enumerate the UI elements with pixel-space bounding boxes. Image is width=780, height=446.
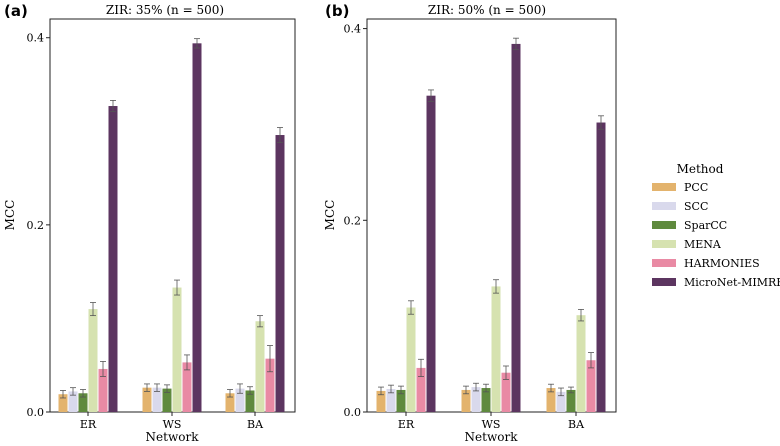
bar-harmonies-er [98, 368, 108, 412]
panel-b-ylabel: MCC [323, 200, 337, 231]
bar-pcc-er [58, 394, 68, 412]
bar-harmonies-ba [586, 360, 596, 412]
bar-pcc-ws [142, 387, 152, 412]
bar-pcc-ba [546, 388, 556, 412]
xtick-label-ws: WS [163, 418, 182, 431]
bar-pcc-ws [461, 389, 471, 412]
bar-scc-ws [152, 387, 162, 412]
bar-micronet-mimrf-ba [596, 122, 606, 413]
bar-sparcc-er [396, 389, 406, 412]
legend-label-sparcc: SparCC [684, 219, 727, 232]
bar-pcc-er [376, 390, 386, 412]
bar-sparcc-ws [481, 388, 491, 412]
ytick-label: 0.0 [344, 406, 362, 419]
bar-micronet-mimrf-ba [275, 135, 285, 412]
bar-scc-ba [556, 391, 566, 412]
panel-a-yaxis: 0.0 0.2 0.4 [27, 32, 50, 419]
bar-harmonies-ws [182, 362, 192, 412]
panel-b-title: ZIR: 50% (n = 500) [428, 3, 546, 17]
panel-a-xaxis: ER WS BA [80, 412, 264, 431]
bar-harmonies-ba [265, 358, 275, 412]
bar-sparcc-ws [162, 388, 172, 412]
legend-items: PCC SCC SparCC MENA HARMONIES MicroNet-MIMRF [652, 181, 780, 289]
ytick-label: 0.0 [27, 406, 45, 419]
legend-swatch-pcc [652, 183, 676, 191]
bar-mena-ba [576, 315, 586, 412]
legend-swatch-sparcc [652, 221, 676, 229]
xtick-label-er: ER [80, 418, 97, 431]
bar-micronet-mimrf-er [108, 106, 118, 413]
bar-sparcc-er [78, 393, 88, 412]
legend-swatch-micronet-mimrf [652, 278, 676, 286]
bar-harmonies-er [416, 367, 426, 412]
legend-label-micronet-mimrf: MicroNet-MIMRF [684, 276, 780, 289]
panel-b-xlabel: Network [465, 430, 519, 444]
bar-mena-er [406, 307, 416, 412]
legend-swatch-scc [652, 202, 676, 210]
bar-scc-er [386, 388, 396, 412]
legend-title: Method [677, 162, 724, 176]
bar-micronet-mimrf-ws [511, 43, 521, 413]
bar-mena-er [88, 309, 98, 412]
legend-swatch-harmonies [652, 259, 676, 267]
ytick-label: 0.2 [344, 214, 362, 227]
bar-scc-er [68, 391, 78, 412]
panel-a: (a) ZIR: 35% (n = 500) 0.00.20.4 ER WS BA … [3, 2, 296, 444]
xtick-label-er: ER [398, 418, 415, 431]
bar-sparcc-ba [245, 390, 255, 412]
ytick-label: 0.2 [27, 219, 45, 232]
legend-label-pcc: PCC [684, 181, 708, 194]
bar-scc-ba [235, 388, 245, 412]
bar-micronet-mimrf-er [426, 95, 436, 413]
legend-label-scc: SCC [684, 200, 708, 213]
panel-b-bars [376, 37, 606, 413]
xtick-label-ba: BA [247, 418, 264, 431]
bar-sparcc-ba [566, 389, 576, 412]
panel-a-xlabel: Network [146, 430, 200, 444]
bar-mena-ws [172, 287, 182, 412]
bar-mena-ws [491, 286, 501, 412]
panel-b-label: (b) [325, 2, 349, 20]
panel-b-yaxis: 0.0 0.2 0.4 [344, 23, 367, 419]
xtick-label-ba: BA [568, 418, 585, 431]
legend-label-harmonies: HARMONIES [684, 257, 760, 270]
xtick-label-ws: WS [482, 418, 501, 431]
legend-swatch-mena [652, 240, 676, 248]
panel-a-ylabel: MCC [3, 200, 17, 231]
bar-scc-ws [471, 387, 481, 412]
ytick-label: 0.4 [344, 23, 362, 36]
bar-micronet-mimrf-ws [192, 43, 202, 412]
ytick-label: 0.4 [27, 32, 45, 45]
panel-a-label: (a) [4, 2, 28, 20]
legend-label-mena: MENA [684, 238, 722, 251]
panel-a-bars [58, 38, 285, 413]
panel-a-title: ZIR: 35% (n = 500) [106, 3, 224, 17]
panel-b-xaxis: ER WS BA [398, 412, 585, 431]
legend: Method PCC SCC SparCC MENA HARMONIES MicroNet… [652, 162, 780, 289]
bar-harmonies-ws [501, 372, 511, 412]
panel-b: (b) ZIR: 50% (n = 500) 0.00.20.4 ER WS BA … [323, 2, 617, 444]
bar-mena-ba [255, 321, 265, 412]
bar-pcc-ba [225, 393, 235, 412]
